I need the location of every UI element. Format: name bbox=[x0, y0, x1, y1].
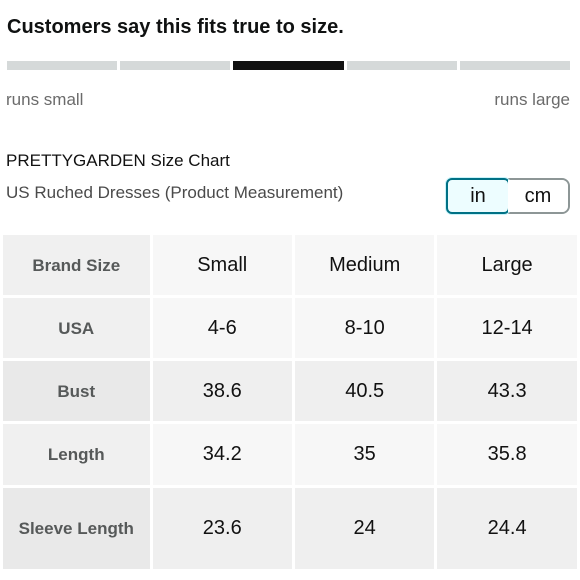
table-edge-cell bbox=[576, 421, 580, 488]
size-table: Brand Size Small Medium Large USA 4-6 8-… bbox=[0, 232, 580, 572]
fit-label-small: runs small bbox=[6, 90, 84, 109]
table-row: Length 34.2 35 35.8 bbox=[0, 421, 580, 488]
table-cell: 24 bbox=[291, 485, 438, 572]
size-header-small: Small bbox=[149, 232, 295, 298]
size-chart-title: PRETTYGARDEN Size Chart bbox=[6, 151, 230, 170]
fit-scale-bar bbox=[7, 61, 571, 70]
table-cell: 43.3 bbox=[434, 358, 580, 424]
table-row: Bust 38.6 40.5 43.3 bbox=[0, 358, 580, 424]
table-cell: 8-10 bbox=[291, 295, 438, 361]
table-cell: 35 bbox=[291, 421, 438, 488]
unit-toggle: in cm bbox=[446, 178, 570, 214]
table-cell: 23.6 bbox=[149, 485, 295, 572]
size-header-medium: Medium bbox=[291, 232, 438, 298]
table-row: USA 4-6 8-10 12-14 bbox=[0, 295, 580, 361]
table-cell: 4-6 bbox=[149, 295, 295, 361]
row-label-sleeve-length: Sleeve Length bbox=[0, 485, 153, 572]
table-row: Sleeve Length 23.6 24 24.4 bbox=[0, 485, 580, 572]
fit-segment bbox=[346, 61, 457, 70]
table-edge-cell bbox=[576, 232, 580, 298]
table-header-row: Brand Size Small Medium Large bbox=[0, 232, 580, 298]
fit-segment-active bbox=[233, 61, 344, 70]
fit-segment bbox=[459, 61, 571, 70]
table-cell: 24.4 bbox=[434, 485, 580, 572]
table-cell: 12-14 bbox=[434, 295, 580, 361]
unit-cm-button[interactable]: cm bbox=[508, 180, 568, 212]
fit-segment bbox=[120, 61, 231, 70]
table-edge-cell bbox=[576, 485, 580, 572]
row-label-bust: Bust bbox=[0, 358, 153, 424]
row-label-length: Length bbox=[0, 421, 153, 488]
table-cell: 40.5 bbox=[291, 358, 438, 424]
fit-segment bbox=[7, 61, 118, 70]
fit-label-large: runs large bbox=[494, 90, 570, 109]
table-cell: 38.6 bbox=[149, 358, 295, 424]
row-label-usa: USA bbox=[0, 295, 153, 361]
size-chart-subtitle: US Ruched Dresses (Product Measurement) bbox=[6, 183, 344, 202]
table-cell: 35.8 bbox=[434, 421, 580, 488]
table-edge-cell bbox=[576, 295, 580, 361]
unit-inch-button[interactable]: in bbox=[446, 178, 510, 214]
fit-heading: Customers say this fits true to size. bbox=[7, 16, 344, 38]
table-cell: 34.2 bbox=[149, 421, 295, 488]
table-edge-cell bbox=[576, 358, 580, 424]
corner-header: Brand Size bbox=[0, 232, 153, 298]
size-header-large: Large bbox=[434, 232, 580, 298]
